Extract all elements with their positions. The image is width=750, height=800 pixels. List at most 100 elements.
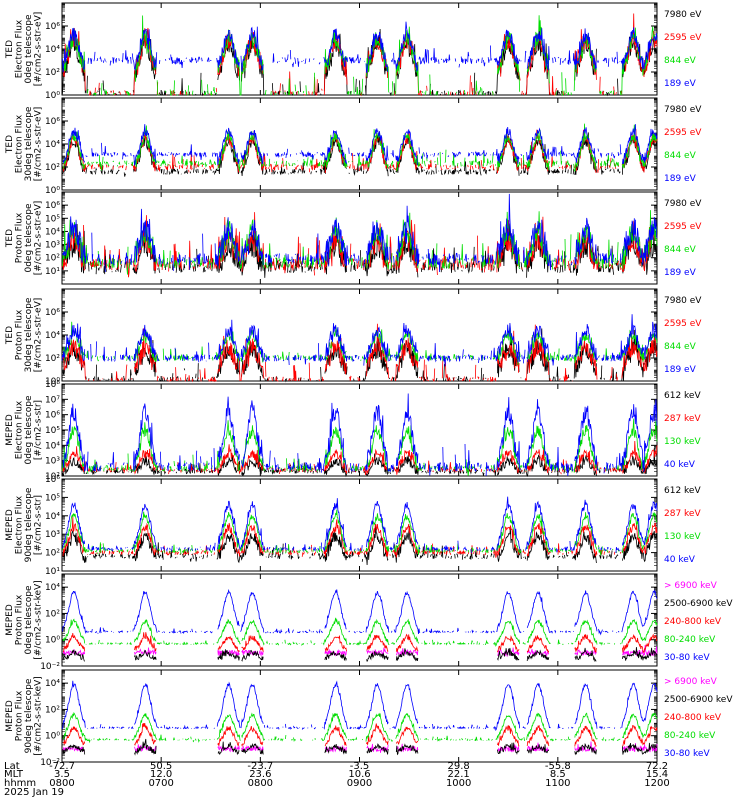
series-trace-1	[61, 24, 658, 97]
y-tick-label: 10⁶	[45, 411, 60, 421]
time-axis-row-label: MLT	[4, 769, 24, 780]
y-tick-label: 10⁻²	[40, 662, 60, 672]
y-axis-label-line: Proton Flux	[15, 594, 25, 645]
legend-entry: 40 keV	[664, 555, 696, 565]
series-trace-4	[62, 393, 658, 477]
y-tick-label: 10⁶	[45, 22, 60, 32]
y-axis-label-line: Proton Flux	[15, 690, 25, 741]
legend-entry: 2595 eV	[664, 319, 702, 329]
series-trace-4	[62, 124, 658, 167]
y-axis-label-line: 0deg telescope	[24, 585, 34, 655]
y-axis-label-line: 30deg telescope	[24, 297, 34, 372]
y-axis-label-line: Proton Flux	[15, 309, 25, 360]
legend-entry: 240-800 keV	[664, 617, 722, 627]
series-trace-4	[61, 21, 658, 73]
y-axis-label-line: [#/cm2-s-str-eV]	[34, 12, 44, 87]
series-trace-3	[62, 123, 658, 173]
time-axis-row-label: hhmm	[4, 778, 36, 789]
series-trace-3	[62, 722, 658, 748]
panel-4: 10⁶ 10⁴ 10² 10⁰ TED Proton Flux 30deg telescop…	[5, 288, 702, 387]
y-tick-label: 10²	[45, 68, 60, 78]
y-axis-label-line: MEPED	[5, 604, 15, 636]
panel-1: 10⁶ 10⁴ 10² 10⁰ TED Electron Flux 0deg telesco…	[5, 2, 702, 101]
legend-entry: 2595 eV	[664, 222, 702, 232]
legend-entry: 189 eV	[664, 365, 697, 375]
y-axis-label-line: [#/cm2-s-str-eV]	[34, 107, 44, 182]
legend-entry: > 6900 keV	[664, 581, 718, 591]
time-axis-mlt-value: 22.1	[448, 769, 470, 780]
y-tick-label: 10⁰	[45, 732, 60, 742]
y-axis-label-line: 0deg telescope	[24, 14, 34, 84]
y-axis-label-line: 90deg telescope	[24, 487, 34, 562]
time-axis-lat-value: -55.8	[545, 761, 571, 772]
time-axis-hhmm-value: 0800	[49, 778, 74, 789]
legend-entry: 30-80 keV	[664, 653, 710, 663]
y-tick-label: 10⁸	[45, 380, 60, 390]
legend-entry: 612 keV	[664, 486, 701, 496]
y-tick-label: 10²	[45, 254, 60, 264]
panel-2: 10⁶ 10⁴ 10² 10⁰ TED Electron Flux 30deg telesc…	[5, 97, 702, 196]
series-trace-2	[62, 323, 658, 383]
legend-entry: 40 keV	[664, 460, 696, 470]
y-axis-label-line: 0deg telescope	[24, 395, 34, 465]
y-axis-label-line: [#/cm2-s-str]	[34, 400, 44, 460]
series-trace-3	[62, 632, 658, 654]
y-axis-label-line: [#/cm2-s-str]	[34, 495, 44, 555]
legend-entry: 7980 eV	[664, 296, 702, 306]
y-tick-label: 10⁵	[45, 493, 60, 503]
y-tick-label: 10⁴	[45, 679, 60, 689]
y-tick-label: 10³	[45, 530, 60, 540]
time-axis-lat-value: 29.8	[448, 761, 470, 772]
y-tick-label: 10⁰	[45, 91, 60, 101]
series-trace-2	[62, 647, 658, 663]
legend-entry: 2595 eV	[664, 33, 702, 43]
y-tick-label: 10²	[45, 163, 60, 173]
legend-entry: 7980 eV	[664, 199, 702, 209]
legend-entry: 844 eV	[664, 245, 697, 255]
series-trace-5	[61, 680, 658, 732]
legend-entry: 7980 eV	[664, 10, 702, 20]
y-axis-label-line: TED	[5, 40, 15, 59]
time-axis-mlt-value: 8.5	[550, 769, 566, 780]
y-axis-label-line: [#/cm2-s-str-keV]	[34, 676, 44, 755]
legend-entry: 2500-6900 keV	[664, 599, 733, 609]
series-trace-4	[62, 617, 658, 647]
y-tick-label: 10⁶	[45, 117, 60, 127]
time-axis-hhmm-value: 1000	[446, 778, 471, 789]
time-axis-mlt-value: 10.6	[348, 769, 370, 780]
panel-frame	[61, 288, 658, 382]
panel-8: 10⁴ 10² 10⁰ 10⁻² MEPED Proton Flux 90deg teles…	[5, 669, 733, 768]
time-axis-mlt-value: 23.6	[249, 769, 271, 780]
y-tick-label: 10⁴	[45, 45, 60, 55]
y-axis-label-line: MEPED	[5, 700, 15, 732]
legend-entry: 240-800 keV	[664, 713, 722, 723]
panel-7: 10⁴ 10² 10⁰ 10⁻² MEPED Proton Flux 0deg telesc…	[5, 573, 733, 672]
series-trace-4	[61, 314, 658, 367]
y-axis-label-line: MEPED	[5, 414, 15, 446]
series-trace-2	[62, 516, 658, 558]
y-tick-label: 10⁰	[45, 377, 60, 387]
series-trace-4	[62, 711, 658, 744]
time-axis-mlt-value: 3.5	[54, 769, 70, 780]
y-axis-label-line: Proton Flux	[15, 212, 25, 263]
time-axis-lat-value: 72.2	[646, 761, 668, 772]
series-trace-2	[62, 738, 657, 756]
y-tick-label: 10³	[45, 241, 60, 251]
time-axis-row-label: Lat	[4, 761, 20, 772]
y-axis-label-line: TED	[5, 326, 15, 345]
legend-entry: 287 keV	[664, 414, 701, 424]
y-tick-label: 10⁴	[45, 140, 60, 150]
y-tick-label: 10³	[45, 457, 60, 467]
legend-entry: 189 eV	[664, 268, 697, 278]
legend-entry: 130 keV	[664, 437, 701, 447]
panel-3: 10⁶ 10⁵ 10⁴ 10³ 10² 10¹ TED Proton Flux 0deg tel…	[5, 191, 702, 285]
time-axis-row-label: 2025 Jan 19	[4, 787, 64, 798]
series-trace-4	[61, 193, 658, 273]
y-axis-label-line: 90deg telescope	[24, 678, 34, 753]
legend-entry: 80-240 keV	[664, 731, 716, 741]
y-tick-label: 10⁵	[45, 214, 60, 224]
series-trace-5	[62, 588, 658, 636]
y-axis-label-line: [#/cm2-s-str-keV]	[34, 580, 44, 659]
